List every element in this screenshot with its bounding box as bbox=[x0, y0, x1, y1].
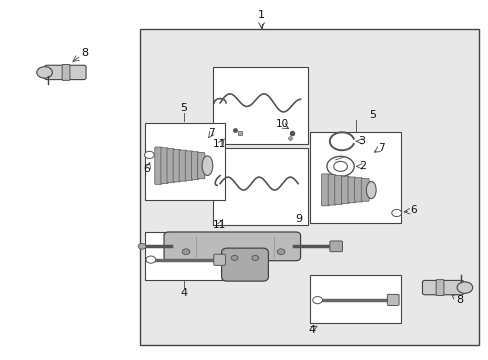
Bar bbox=[144, 123, 224, 200]
Circle shape bbox=[312, 297, 322, 304]
FancyBboxPatch shape bbox=[347, 177, 355, 203]
Circle shape bbox=[391, 210, 401, 217]
FancyBboxPatch shape bbox=[422, 280, 463, 295]
Text: 8: 8 bbox=[455, 295, 463, 305]
Text: 10: 10 bbox=[275, 120, 288, 129]
Text: 4: 4 bbox=[180, 288, 187, 298]
FancyBboxPatch shape bbox=[221, 248, 268, 281]
FancyBboxPatch shape bbox=[161, 148, 168, 184]
Text: 1: 1 bbox=[258, 10, 264, 20]
Circle shape bbox=[138, 243, 146, 249]
FancyBboxPatch shape bbox=[329, 241, 342, 252]
FancyBboxPatch shape bbox=[155, 147, 162, 184]
FancyBboxPatch shape bbox=[44, 65, 86, 80]
Text: 6: 6 bbox=[143, 164, 150, 174]
FancyBboxPatch shape bbox=[197, 153, 204, 179]
Text: 3: 3 bbox=[357, 136, 364, 146]
Bar bbox=[140, 30, 478, 345]
FancyBboxPatch shape bbox=[341, 176, 348, 203]
Circle shape bbox=[277, 249, 285, 255]
Text: 9: 9 bbox=[295, 215, 302, 224]
Bar bbox=[310, 275, 400, 323]
FancyBboxPatch shape bbox=[173, 149, 180, 182]
Text: 4: 4 bbox=[307, 325, 315, 335]
Bar bbox=[212, 148, 307, 225]
Text: 7: 7 bbox=[377, 143, 384, 153]
FancyBboxPatch shape bbox=[321, 174, 329, 206]
Text: 11: 11 bbox=[212, 139, 225, 149]
Ellipse shape bbox=[366, 181, 375, 199]
Circle shape bbox=[231, 256, 238, 260]
Ellipse shape bbox=[202, 156, 212, 176]
FancyBboxPatch shape bbox=[62, 64, 70, 80]
FancyBboxPatch shape bbox=[435, 280, 443, 296]
FancyBboxPatch shape bbox=[354, 178, 362, 202]
Circle shape bbox=[182, 249, 189, 255]
Circle shape bbox=[37, 67, 52, 78]
FancyBboxPatch shape bbox=[179, 150, 186, 181]
FancyBboxPatch shape bbox=[185, 151, 192, 180]
Text: 6: 6 bbox=[409, 206, 416, 216]
Circle shape bbox=[333, 161, 346, 171]
Circle shape bbox=[146, 256, 156, 263]
Bar bbox=[212, 67, 307, 144]
FancyBboxPatch shape bbox=[361, 179, 368, 201]
FancyBboxPatch shape bbox=[213, 254, 225, 265]
FancyBboxPatch shape bbox=[191, 152, 199, 180]
Text: 11: 11 bbox=[212, 220, 225, 230]
Bar bbox=[144, 232, 224, 280]
Circle shape bbox=[251, 256, 258, 260]
Circle shape bbox=[144, 151, 154, 158]
Circle shape bbox=[456, 282, 472, 293]
FancyBboxPatch shape bbox=[334, 175, 342, 204]
Text: 7: 7 bbox=[207, 129, 214, 138]
Text: 5: 5 bbox=[368, 111, 375, 121]
FancyBboxPatch shape bbox=[166, 149, 174, 183]
Text: 2: 2 bbox=[358, 161, 366, 171]
Circle shape bbox=[326, 156, 353, 176]
Text: 8: 8 bbox=[81, 48, 88, 58]
Bar bbox=[310, 132, 400, 223]
Text: 5: 5 bbox=[180, 103, 187, 113]
FancyBboxPatch shape bbox=[163, 232, 300, 261]
FancyBboxPatch shape bbox=[386, 294, 398, 306]
FancyBboxPatch shape bbox=[327, 175, 335, 205]
